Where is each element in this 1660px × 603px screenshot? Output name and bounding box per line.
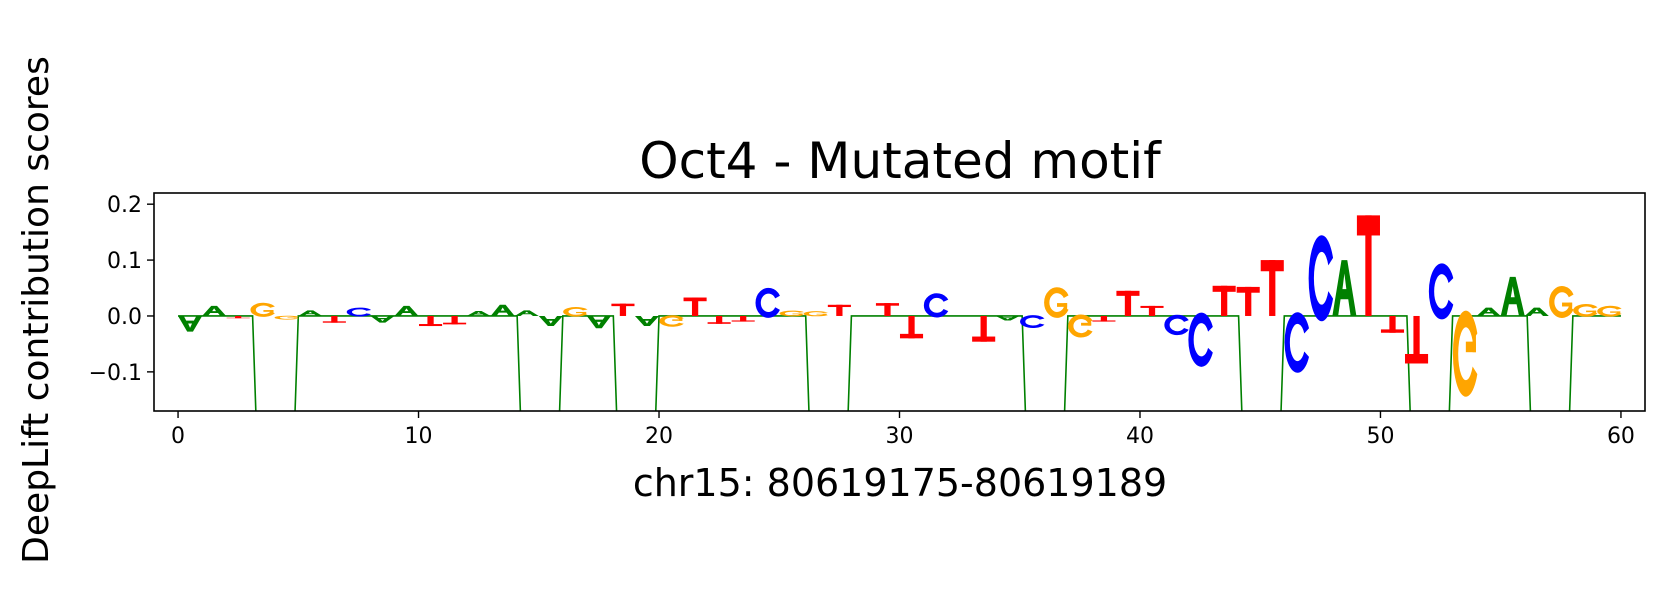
chart-title: Oct4 - Mutated motif bbox=[639, 132, 1162, 190]
logo-letter-t bbox=[1380, 315, 1405, 333]
y-axis-label: DeepLift contribution scores bbox=[16, 56, 57, 564]
logo-letter-c bbox=[1164, 314, 1189, 336]
logo-letter-g bbox=[274, 315, 299, 320]
baseline-trace bbox=[178, 315, 1621, 411]
x-tick-label: 0 bbox=[171, 424, 185, 449]
logo-letter-t bbox=[683, 297, 707, 316]
logo-letter-t bbox=[731, 315, 755, 322]
logo-letter-c bbox=[923, 293, 949, 318]
plot-area: 0 10 20 30 40 50 60 −0.1 0.0 0.1 0.2 bbox=[89, 192, 1646, 449]
x-tick-label: 30 bbox=[886, 424, 914, 449]
logo-letter-t bbox=[1260, 260, 1284, 316]
logo-letter-g bbox=[803, 311, 829, 317]
logo-letter-t bbox=[419, 315, 443, 327]
x-tick-label: 50 bbox=[1366, 424, 1394, 449]
x-tick-label: 20 bbox=[645, 424, 673, 449]
logo-letter-a bbox=[1500, 276, 1525, 316]
logo-letter-a bbox=[490, 304, 515, 316]
x-axis-label: chr15: 80619175-80619189 bbox=[633, 461, 1167, 505]
logo-letter-t bbox=[1116, 290, 1140, 316]
logo-letter-c bbox=[1428, 263, 1454, 320]
logo-letter-a bbox=[586, 315, 611, 329]
logo-letter-t bbox=[611, 303, 635, 316]
logo-letter-a bbox=[538, 315, 563, 327]
logo-letter-c bbox=[1020, 315, 1045, 328]
logo-letter-g bbox=[1597, 305, 1622, 317]
logo-letter-a bbox=[466, 310, 491, 316]
logo-letter-t bbox=[707, 315, 731, 324]
logo-letter-t bbox=[1092, 315, 1116, 322]
y-tick-label: 0.1 bbox=[107, 249, 142, 274]
logo-letter-t bbox=[972, 315, 996, 342]
logo-letter-g bbox=[1452, 310, 1478, 397]
logo-letter-g bbox=[659, 315, 684, 327]
logo-letter-g bbox=[1068, 314, 1093, 338]
logo-letter-g bbox=[1549, 286, 1574, 318]
logo-letter-t bbox=[899, 315, 924, 339]
y-tick-label: 0.0 bbox=[107, 305, 142, 330]
logo-letter-t bbox=[875, 303, 900, 316]
logo-marks bbox=[178, 215, 1622, 411]
logo-letter-a bbox=[1476, 307, 1501, 316]
logo-letter-a bbox=[394, 305, 419, 316]
logo-letter-t bbox=[1356, 215, 1380, 316]
logo-letter-a bbox=[298, 310, 323, 316]
logo-letter-t bbox=[226, 315, 250, 319]
logo-letter-a bbox=[202, 305, 227, 316]
logo-letter-a bbox=[1332, 260, 1357, 316]
logo-letter-a bbox=[995, 315, 1020, 321]
logo-letter-t bbox=[1212, 285, 1236, 316]
logo-letter-g bbox=[779, 310, 804, 317]
logo-letter-c bbox=[1284, 312, 1309, 373]
logo-letter-g bbox=[250, 302, 275, 317]
logo-letter-t bbox=[322, 315, 346, 323]
logo-letter-c bbox=[346, 307, 372, 317]
plot-frame bbox=[153, 192, 1646, 412]
logo-letter-g bbox=[1044, 287, 1069, 318]
logo-letter-a bbox=[514, 310, 539, 316]
x-tick-label: 40 bbox=[1126, 424, 1154, 449]
x-tick-label: 10 bbox=[405, 424, 433, 449]
x-tick-label: 60 bbox=[1607, 424, 1635, 449]
logo-letter-a bbox=[178, 315, 203, 332]
logo-letter-t bbox=[827, 304, 851, 316]
logo-letter-t bbox=[1404, 315, 1429, 364]
logo-letter-a bbox=[370, 315, 395, 323]
logo-letter-t bbox=[443, 315, 467, 325]
logo-letter-g bbox=[1573, 304, 1598, 317]
logo-letter-t bbox=[1140, 305, 1164, 316]
logo-letter-a bbox=[1524, 307, 1549, 316]
logo-letter-a bbox=[634, 315, 660, 327]
logo-letter-c bbox=[755, 287, 780, 318]
logo-letter-c bbox=[1188, 312, 1213, 367]
y-tick-label: −0.1 bbox=[89, 361, 142, 386]
logo-letter-c bbox=[1308, 235, 1334, 322]
y-tick-label: 0.2 bbox=[107, 193, 142, 218]
logo-letter-t bbox=[1236, 286, 1260, 316]
logo-letter-g bbox=[563, 307, 588, 317]
